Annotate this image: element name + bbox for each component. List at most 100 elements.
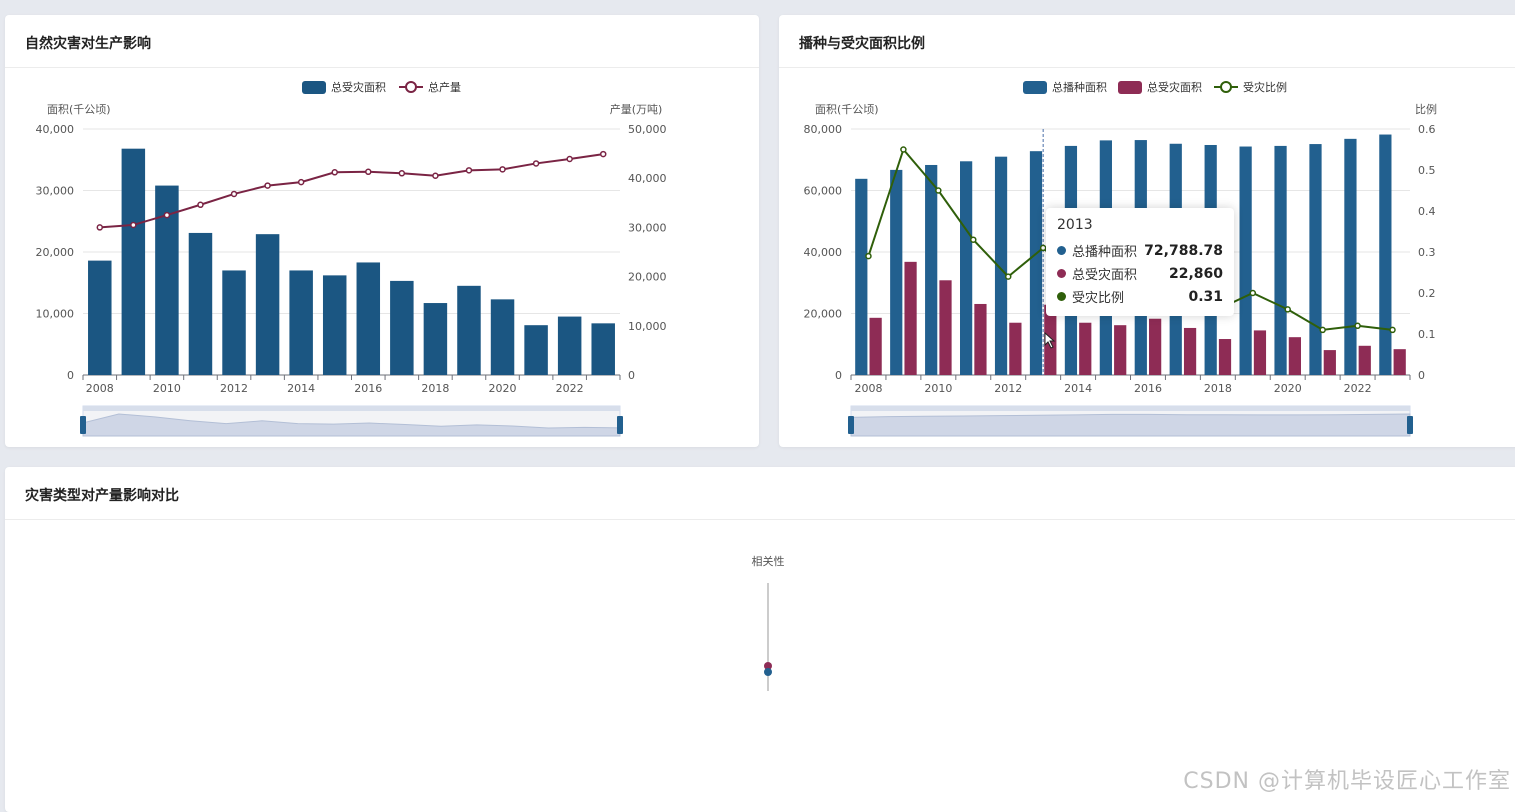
bar-sown-area (855, 178, 868, 375)
bar-disaster-area (423, 303, 448, 375)
bar-disaster-area (1218, 339, 1232, 375)
point-total-output (163, 211, 171, 219)
point-total-output (197, 201, 204, 209)
bar-disaster-area (1079, 322, 1092, 375)
point-total-output (96, 224, 104, 231)
x-tick-label: 2020 (489, 382, 517, 395)
chart-tooltip: 2013 总播种面积 72,788.78 总受灾面积 22,860 受灾比例 0… (1046, 208, 1234, 316)
legend-disaster-area-swatch (1118, 81, 1142, 94)
bar-disaster-area (974, 303, 987, 375)
bar-disaster-area (88, 260, 112, 375)
bar-disaster-area (939, 280, 952, 375)
point-disaster-ratio (1039, 244, 1047, 252)
point-total-output (365, 168, 372, 176)
bar-disaster-area (1393, 349, 1406, 375)
y-left-tick-label: 10,000 (36, 308, 75, 321)
bar-disaster-area (869, 317, 882, 375)
bar-disaster-area (222, 270, 246, 375)
panel-title: 灾害类型对产量影响对比 (25, 488, 179, 504)
point-disaster-ratio (900, 146, 907, 153)
bar-disaster-area (1149, 318, 1162, 375)
point-disaster-ratio (1319, 326, 1326, 334)
point-disaster-ratio (1389, 326, 1396, 334)
y-left-tick-label: 40,000 (804, 246, 843, 259)
point-total-output (297, 178, 305, 186)
bar-disaster-area (490, 299, 515, 375)
point-total-output (398, 170, 406, 177)
y-right-tick-label: 0.1 (1418, 328, 1436, 341)
data-zoom-top-bar (851, 406, 1410, 411)
x-tick-label: 2018 (1204, 382, 1232, 395)
bar-disaster-area (1009, 322, 1022, 375)
panel-title: 自然灾害对生产影响 (25, 36, 151, 52)
tooltip-row: 受灾比例 0.31 (1057, 285, 1223, 308)
bar-disaster-area (1114, 325, 1127, 375)
legend-disaster-area: 总受灾面积 (331, 80, 386, 94)
series-dot-icon (1057, 292, 1066, 301)
tooltip-title: 2013 (1057, 217, 1093, 233)
legend-disaster-area-swatch (302, 81, 326, 94)
y-right-tick-label: 20,000 (628, 271, 667, 284)
y-right-tick-label: 0.3 (1418, 246, 1436, 259)
tooltip-series-value: 72,788.78 (1144, 242, 1223, 259)
series-dot-icon (1057, 246, 1066, 255)
bar-sown-area (1379, 134, 1392, 375)
x-tick-label: 2008 (854, 382, 882, 395)
y-right-tick-label: 10,000 (628, 320, 667, 333)
chart-disaster-type-comparison[interactable]: 相关性 (5, 467, 1515, 805)
legend-disaster-ratio-swatch-dot (1220, 81, 1232, 93)
x-tick-label: 2010 (924, 382, 952, 395)
y-right-axis-label: 产量(万吨) (610, 102, 663, 116)
bar-disaster-area (390, 280, 414, 375)
y-left-tick-label: 30,000 (36, 185, 75, 198)
y-right-tick-label: 0 (1418, 369, 1425, 382)
bar-sown-area (1309, 144, 1322, 375)
point-disaster-ratio (1284, 306, 1291, 313)
panel-disaster-type-comparison: 灾害类型对产量影响对比 相关性 (5, 467, 1515, 812)
tooltip-series-value: 22,860 (1168, 265, 1223, 282)
bar-disaster-area (1323, 350, 1336, 375)
x-tick-label: 2014 (287, 382, 315, 395)
bar-disaster-area (289, 270, 313, 375)
point-total-output (599, 150, 607, 158)
bar-disaster-area (356, 262, 381, 375)
panel-disaster-production: 自然灾害对生产影响 0 10,000 20,000 30,000 40,000 0 10,0… (5, 15, 759, 447)
bar-disaster-area (904, 261, 917, 375)
point-disaster-ratio (1249, 289, 1257, 297)
bar-sown-area (925, 164, 938, 375)
legend-disaster-area: 总受灾面积 (1147, 80, 1202, 94)
point-total-output (465, 167, 473, 174)
point-total-output (532, 160, 540, 167)
chart-disaster-production[interactable]: 0 10,000 20,000 30,000 40,000 0 10,000 20,000 30… (5, 15, 759, 447)
panel-title: 播种与受灾面积比例 (799, 36, 925, 52)
divider (5, 67, 759, 68)
divider (5, 519, 1515, 520)
bar-sown-area (994, 156, 1008, 375)
y-right-tick-label: 0.5 (1418, 164, 1436, 177)
tooltip-series-name: 总受灾面积 (1072, 268, 1138, 283)
y-right-tick-label: 40,000 (628, 172, 667, 185)
zoom-right-handle[interactable] (1407, 416, 1413, 434)
y-left-tick-label: 80,000 (804, 123, 843, 136)
x-tick-label: 2010 (153, 382, 181, 395)
y-right-tick-label: 0.6 (1418, 123, 1436, 136)
x-tick-label: 2022 (1344, 382, 1372, 395)
legend-total-output-swatch-dot (405, 81, 417, 93)
y-right-tick-label: 50,000 (628, 123, 667, 136)
data-zoom-preview (850, 413, 1411, 437)
correlation-point (764, 662, 772, 670)
zoom-left-handle[interactable] (848, 416, 854, 434)
zoom-left-handle[interactable] (80, 416, 86, 434)
point-disaster-ratio (1004, 273, 1012, 280)
tooltip-series-value: 0.31 (1188, 288, 1223, 305)
y-left-tick-label: 0 (835, 369, 842, 382)
watermark: CSDN @计算机毕设匠心工作室 (1183, 769, 1511, 794)
bar-disaster-area (188, 232, 213, 375)
point-disaster-ratio (935, 187, 942, 194)
bar-sown-area (1029, 151, 1043, 375)
y-left-tick-label: 40,000 (36, 123, 75, 136)
bar-disaster-area (1358, 345, 1371, 375)
x-tick-label: 2016 (354, 382, 382, 395)
data-zoom-preview (82, 413, 621, 437)
zoom-right-handle[interactable] (617, 416, 623, 434)
